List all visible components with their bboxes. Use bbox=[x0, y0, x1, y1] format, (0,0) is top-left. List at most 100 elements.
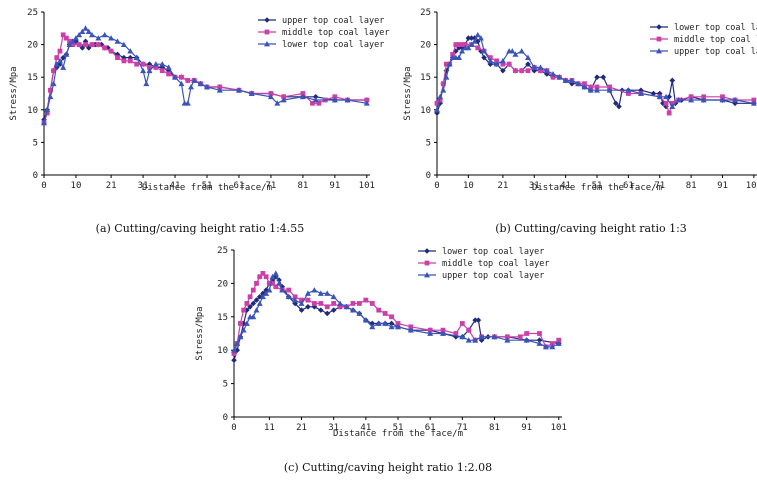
data-point bbox=[440, 330, 447, 336]
data-point bbox=[95, 35, 102, 41]
data-point bbox=[337, 300, 344, 306]
data-point bbox=[437, 93, 444, 100]
data-point bbox=[536, 340, 543, 346]
data-point bbox=[450, 51, 456, 57]
y-tick-label: 10 bbox=[217, 346, 228, 356]
data-point bbox=[408, 324, 414, 330]
data-point bbox=[127, 48, 134, 54]
x-tick-label: 41 bbox=[360, 423, 371, 433]
data-point bbox=[60, 32, 66, 38]
data-point bbox=[299, 297, 304, 303]
series-triangle bbox=[434, 31, 757, 113]
data-point bbox=[56, 57, 63, 64]
data-point bbox=[114, 38, 121, 44]
data-point bbox=[69, 38, 76, 44]
y-tick-label: 10 bbox=[27, 106, 38, 116]
y-tick-label: 15 bbox=[420, 73, 431, 83]
data-point bbox=[89, 42, 95, 47]
data-point bbox=[512, 51, 519, 57]
data-point bbox=[732, 97, 739, 103]
data-point bbox=[235, 87, 242, 93]
data-point bbox=[159, 68, 165, 74]
data-point bbox=[491, 333, 498, 340]
data-point bbox=[518, 48, 525, 54]
data-point bbox=[79, 28, 86, 34]
data-point bbox=[95, 42, 101, 47]
data-point bbox=[504, 334, 510, 340]
data-point bbox=[472, 337, 479, 343]
legend-label: middle top coal layer bbox=[674, 35, 757, 45]
legend-entry: upper top coal layer bbox=[650, 47, 757, 57]
data-point bbox=[184, 100, 191, 106]
y-tick-label: 20 bbox=[27, 41, 38, 51]
data-point bbox=[455, 54, 462, 61]
data-point bbox=[324, 310, 331, 317]
data-point bbox=[250, 313, 257, 320]
data-point bbox=[550, 74, 556, 80]
data-point bbox=[468, 41, 475, 47]
data-point bbox=[324, 304, 330, 310]
data-point bbox=[650, 90, 657, 97]
data-point bbox=[292, 297, 299, 303]
data-point bbox=[466, 327, 472, 333]
data-point bbox=[250, 300, 257, 307]
data-point bbox=[276, 280, 283, 286]
data-point bbox=[324, 290, 331, 296]
data-point bbox=[459, 42, 465, 47]
data-point bbox=[434, 106, 440, 113]
data-point bbox=[331, 97, 338, 103]
series-line bbox=[43, 39, 367, 120]
data-point bbox=[51, 68, 56, 74]
x-tick-label: 61 bbox=[234, 181, 245, 191]
x-tick-label: 0 bbox=[434, 181, 439, 191]
x-tick-label: 21 bbox=[106, 181, 117, 191]
x-tick-label: 21 bbox=[296, 423, 307, 433]
data-point bbox=[273, 284, 279, 290]
data-point bbox=[276, 277, 282, 283]
data-point bbox=[465, 44, 472, 51]
legend-label: upper top coal layer bbox=[674, 47, 757, 57]
data-point bbox=[524, 331, 530, 336]
data-point bbox=[269, 273, 276, 280]
data-point bbox=[453, 42, 459, 47]
x-tick-label: 51 bbox=[202, 181, 213, 191]
data-point bbox=[166, 71, 172, 77]
data-point bbox=[88, 31, 95, 38]
data-point bbox=[582, 81, 587, 87]
y-tick-label: 10 bbox=[420, 106, 431, 116]
data-point bbox=[669, 77, 676, 84]
x-tick-label: 11 bbox=[264, 423, 275, 433]
y-axis-label: Stress/Mpa bbox=[195, 306, 205, 360]
y-tick-label: 20 bbox=[420, 41, 431, 51]
data-point bbox=[569, 80, 575, 87]
data-point bbox=[666, 93, 672, 100]
legend-marker bbox=[264, 17, 270, 23]
x-tick-label: 0 bbox=[231, 423, 236, 433]
data-point bbox=[165, 64, 172, 70]
data-point bbox=[542, 343, 549, 350]
data-point bbox=[440, 81, 446, 87]
y-tick-label: 15 bbox=[217, 313, 228, 323]
data-point bbox=[188, 83, 195, 90]
data-point bbox=[613, 100, 619, 107]
data-point bbox=[456, 45, 462, 51]
data-point bbox=[669, 100, 675, 106]
data-point bbox=[434, 100, 440, 106]
data-point bbox=[350, 301, 356, 306]
data-point bbox=[134, 61, 140, 67]
x-tick-label: 31 bbox=[328, 423, 339, 433]
data-point bbox=[700, 97, 707, 103]
chart-caption: (a) Cutting/caving height ratio 1:4.55 bbox=[96, 222, 305, 235]
data-point bbox=[459, 333, 466, 340]
data-point bbox=[607, 84, 612, 90]
data-point bbox=[197, 80, 204, 87]
data-point bbox=[82, 25, 89, 31]
y-axis-label: Stress/Mpa bbox=[9, 66, 19, 120]
data-point bbox=[395, 323, 401, 330]
data-point bbox=[494, 58, 500, 64]
data-point bbox=[231, 347, 237, 353]
data-point bbox=[594, 84, 600, 90]
data-point bbox=[274, 100, 281, 106]
data-point bbox=[669, 103, 676, 109]
data-point bbox=[330, 293, 337, 300]
